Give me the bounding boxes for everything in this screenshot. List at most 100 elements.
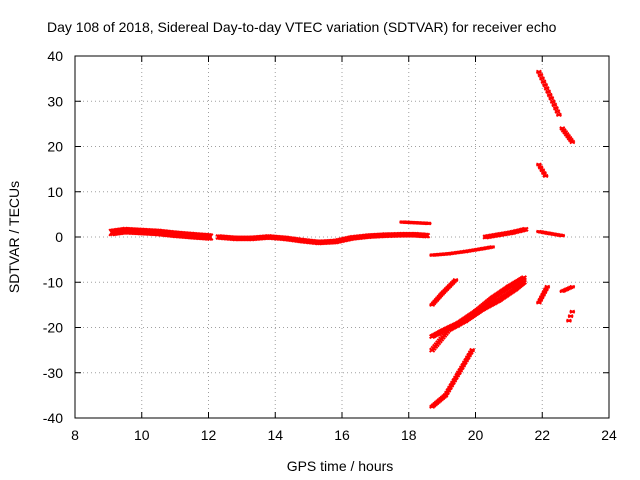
data-point [442,393,449,398]
data-segment [429,277,459,307]
data-series [108,69,576,409]
data-point [469,347,476,353]
data-point [461,360,468,365]
y-axis-label: SDTVAR / TECUs [6,181,22,293]
y-tick-label: 10 [47,184,63,200]
data-point [566,318,572,323]
data-point [466,352,473,358]
y-tick-label: -10 [43,274,63,290]
data-point [457,367,464,373]
data-point [540,292,546,297]
data-point [537,165,544,170]
x-tick-label: 18 [401,427,417,443]
data-point [536,162,542,167]
data-point [445,388,452,393]
x-tick-label: 14 [267,427,283,443]
data-point [454,373,461,378]
data-point [567,314,574,319]
data-point [559,126,566,131]
x-tick-label: 8 [71,427,79,443]
data-point [443,390,450,396]
data-segment [566,309,576,323]
data-point [448,383,455,388]
data-point [464,355,471,360]
data-point [455,370,462,375]
data-point [545,89,552,94]
data-point [541,171,547,176]
data-point [543,86,550,91]
x-tick-label: 16 [334,427,350,443]
data-point [458,365,465,370]
data-segment [482,226,529,240]
chart-title: Day 108 of 2018, Sidereal Day-to-day VTE… [47,19,557,35]
data-point [205,232,212,241]
data-segment [429,245,496,257]
data-point [535,69,542,75]
data-point [536,300,542,305]
data-point [565,133,571,139]
y-tick-label: 30 [47,93,63,109]
data-point [537,72,544,78]
y-tick-label: -30 [43,365,63,381]
data-point [559,233,566,238]
data-point [539,168,546,173]
data-segment [108,226,214,241]
data-point [463,357,470,363]
x-tick-label: 10 [134,427,150,443]
y-tick-labels: -40 -30 -20 -10 0 10 20 30 40 [43,48,63,426]
data-point [452,375,459,381]
data-point [569,309,576,314]
data-segment [429,347,476,409]
data-point [449,380,456,386]
data-segment [536,284,551,305]
y-tick-label: 0 [55,229,63,245]
data-segment [559,284,576,294]
data-point [563,131,570,137]
data-point [544,284,551,289]
y-tick-label: -20 [43,320,63,336]
data-point [567,137,574,143]
data-point [542,82,549,88]
y-tick-label: -40 [43,410,63,426]
grid [75,56,609,418]
data-point [467,350,474,355]
data-point [548,96,555,101]
data-point [451,378,458,383]
data-point [537,297,544,303]
y-tick-label: 20 [47,139,63,155]
data-segment [559,126,576,145]
data-point [551,102,558,108]
data-point [206,233,214,241]
data-point [446,385,453,391]
data-point [522,226,529,232]
data-point [539,76,545,81]
data-point [423,232,431,239]
data-segment [429,275,527,340]
x-tick-label: 20 [468,427,484,443]
data-segment [536,229,566,238]
data-segment [429,279,527,353]
x-tick-label: 12 [201,427,217,443]
data-point [520,275,527,281]
x-tick-labels: 8 10 12 14 16 18 20 22 24 [71,427,617,443]
data-point [566,135,573,141]
data-point [552,105,559,111]
data-point [541,290,548,295]
data-point [538,295,545,300]
data-point [489,245,496,249]
data-point [460,362,467,368]
data-point [425,221,432,226]
data-point [549,99,556,104]
data-segment [399,220,432,226]
data-point [520,279,527,285]
data-point [555,112,562,118]
data-point [452,277,459,283]
data-point [542,287,549,292]
data-point [560,128,567,133]
data-point [542,173,549,178]
data-segment [536,162,549,178]
data-point [540,79,547,84]
ticks [74,55,610,419]
x-tick-label: 22 [534,427,550,443]
data-point [569,139,576,145]
